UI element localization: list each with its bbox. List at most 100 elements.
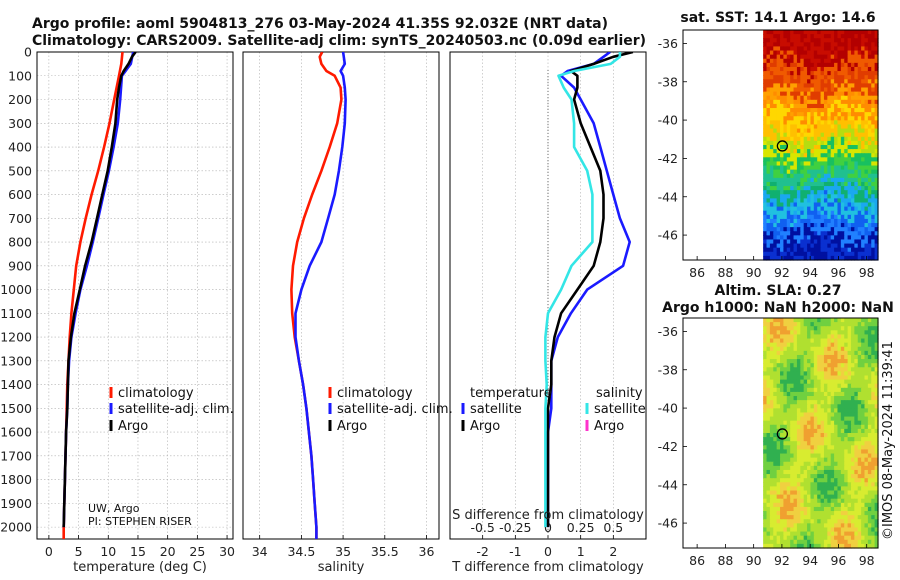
map-cell (867, 346, 872, 352)
map-cell (813, 502, 818, 508)
map-cell (837, 124, 842, 130)
map-cell (796, 506, 801, 512)
map-cell (776, 494, 781, 500)
map-cell (854, 124, 859, 130)
map-cell (871, 38, 876, 43)
map-cell (810, 375, 815, 381)
map-cell (871, 453, 876, 459)
map-cell (834, 424, 839, 430)
map-cell (773, 255, 778, 261)
map-cell (827, 202, 832, 208)
map-cell (857, 437, 862, 442)
map-cell (817, 255, 822, 261)
map-cell (874, 251, 879, 257)
map-cell (773, 367, 778, 372)
map-cell (861, 50, 866, 56)
map-cell (790, 535, 795, 541)
map-cell (823, 210, 828, 216)
map-cell (874, 173, 879, 179)
map-cell (840, 424, 845, 430)
map-cell (796, 66, 801, 72)
map-cell (796, 404, 801, 409)
map-cell (857, 363, 862, 368)
map-cell (847, 486, 852, 492)
map-cell (800, 181, 805, 187)
map-cell (864, 350, 869, 356)
map-cell (871, 34, 876, 39)
map-cell (840, 202, 845, 208)
map-cell (793, 412, 798, 418)
map-cell (823, 486, 828, 492)
y-tick-label: 2000 (0, 520, 32, 535)
map-cell (763, 334, 768, 340)
map-cell (834, 535, 839, 541)
map-cell (861, 523, 866, 529)
map-cell (840, 371, 845, 377)
map-cell (783, 375, 788, 381)
map-cell (823, 350, 828, 356)
map-cell (830, 474, 835, 479)
map-cell (850, 181, 855, 187)
map-cell (840, 255, 845, 261)
map-cell (810, 346, 815, 352)
map-cell (854, 539, 859, 545)
map-cell (840, 322, 845, 327)
map-cell (861, 116, 866, 121)
map-cell (769, 145, 774, 150)
map-cell (803, 379, 808, 385)
map-cell (807, 428, 812, 434)
map-cell (834, 359, 839, 364)
imos-watermark: ©IMOS 08-May-2024 11:39:41 (881, 341, 896, 540)
map-cell (783, 433, 788, 438)
map-cell (854, 198, 859, 204)
map-cell (783, 124, 788, 130)
map-cell (827, 177, 832, 183)
map-cell (780, 469, 785, 475)
map-cell (844, 157, 849, 163)
map-cell (867, 165, 872, 171)
map-cell (854, 87, 859, 93)
map-cell (800, 239, 805, 245)
map-cell (793, 231, 798, 236)
map-cell (813, 396, 818, 401)
map-cell (769, 50, 774, 56)
map-cell (807, 441, 812, 446)
map-cell (773, 247, 778, 253)
map-cell (850, 338, 855, 344)
map-cell (867, 322, 872, 327)
map-cell (763, 165, 768, 171)
map-cell (813, 424, 818, 430)
map-cell (864, 83, 869, 89)
map-cell (857, 255, 862, 261)
map-cell (807, 379, 812, 385)
map-cell (874, 334, 879, 340)
map-cell (776, 42, 781, 48)
map-cell (796, 50, 801, 56)
map-cell (830, 108, 835, 113)
map-cell (773, 223, 778, 228)
map-cell (844, 247, 849, 253)
map-cell (800, 42, 805, 48)
map-cell (837, 457, 842, 463)
map-cell (810, 62, 815, 68)
map-cell (840, 198, 845, 204)
map-cell (763, 445, 768, 451)
map-cell (854, 465, 859, 471)
map-cell (793, 181, 798, 187)
map-cell (847, 371, 852, 377)
map-cell (830, 469, 835, 475)
map-cell (834, 408, 839, 414)
map-cell (837, 371, 842, 377)
map-cell (864, 99, 869, 105)
map-cell (813, 186, 818, 191)
map-cell (803, 367, 808, 372)
map-cell (823, 62, 828, 68)
salinity-panel: 34 34.5 35 35.5 36 (242, 51, 440, 559)
map-cell (844, 99, 849, 105)
map-cell (864, 247, 869, 253)
map-cell (769, 79, 774, 84)
map-cell (810, 169, 815, 175)
map-cell (844, 181, 849, 187)
map-cell (844, 161, 849, 167)
map-cell (827, 136, 832, 142)
